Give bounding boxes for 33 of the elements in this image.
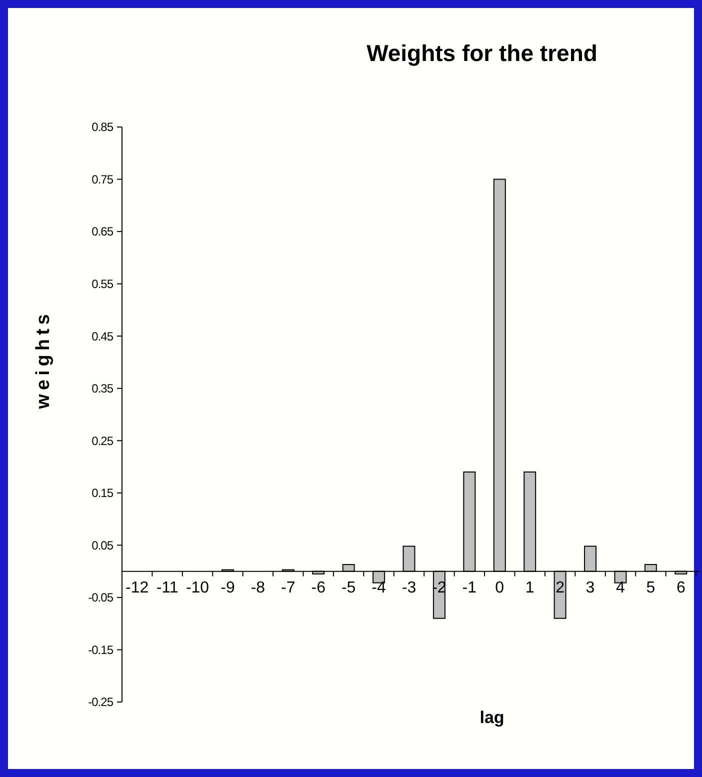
y-tick-label: 0.65	[92, 224, 114, 239]
x-tick-label: 1	[525, 579, 534, 596]
x-tick-label: -9	[220, 579, 235, 596]
x-axis-title: lag	[480, 708, 504, 727]
y-tick-label: 0.45	[92, 329, 114, 344]
x-tick-label: -6	[311, 579, 326, 596]
x-tick-label: -4	[372, 579, 386, 596]
y-tick-label: -0.25	[88, 695, 114, 710]
x-tick-label: -11	[156, 579, 178, 596]
x-tick-label: 5	[646, 579, 656, 596]
y-axis-title: weights	[33, 310, 54, 410]
x-tick-label: -5	[341, 579, 356, 596]
x-tick-label: -3	[402, 579, 416, 596]
chart-title: Weights for the trend	[366, 40, 598, 66]
x-tick-label: -12	[126, 579, 149, 596]
y-tick-label: -0.05	[88, 590, 114, 605]
y-tick-label: 0.05	[92, 538, 114, 552]
x-tick-label: 4	[616, 579, 626, 596]
x-tick-label: -1	[462, 579, 477, 596]
x-tick-label: -10	[186, 579, 210, 596]
y-tick-label: 0.85	[92, 120, 114, 134]
y-tick-label: -0.15	[88, 642, 114, 657]
x-tick-label: -7	[281, 579, 296, 596]
x-tick-label: 6	[676, 579, 686, 596]
x-tick-label: 2	[556, 579, 565, 596]
y-tick-label: 0.15	[92, 486, 114, 500]
x-tick-label: -8	[250, 579, 266, 596]
y-tick-label: 0.55	[92, 277, 114, 292]
y-tick-label: 0.75	[92, 172, 114, 186]
x-tick-label: 0	[495, 579, 504, 596]
y-tick-label: 0.35	[92, 382, 114, 396]
x-tick-label: 3	[586, 579, 595, 596]
y-tick-label: 0.25	[92, 434, 114, 448]
